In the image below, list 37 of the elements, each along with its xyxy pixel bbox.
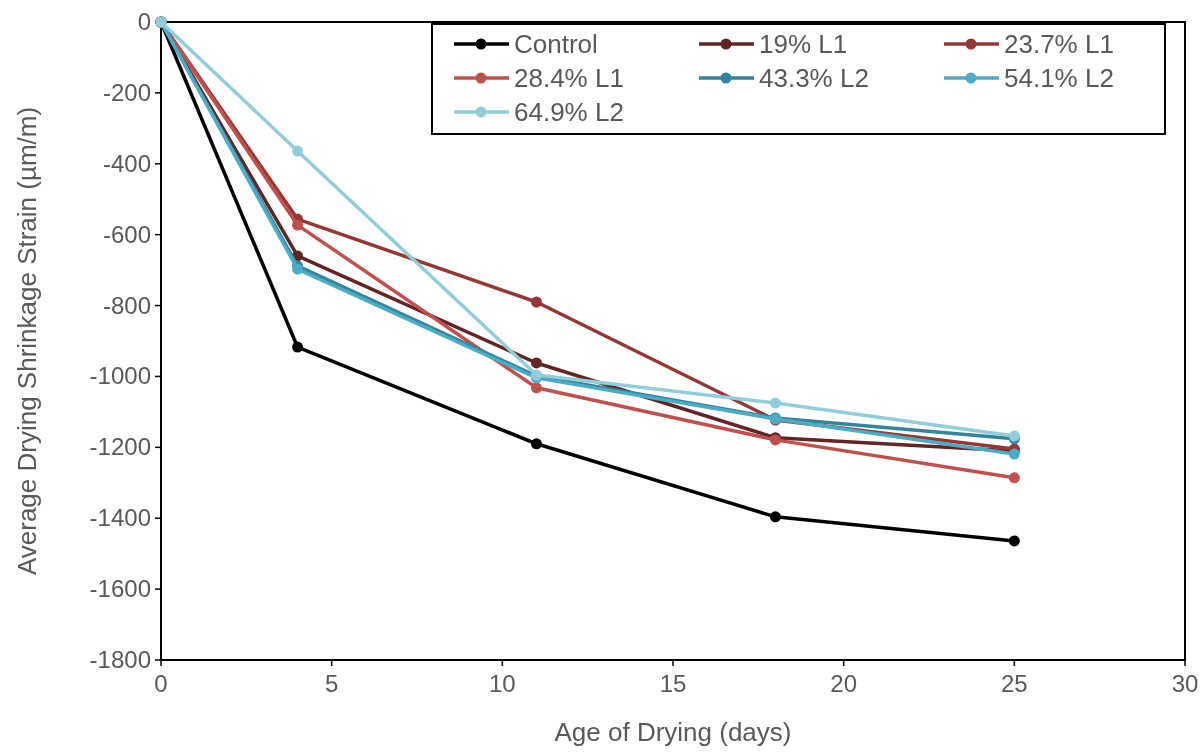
y-tick-label: -200: [102, 78, 151, 106]
legend-label: 43.3% L2: [759, 63, 869, 93]
x-tick-label: 5: [324, 670, 339, 697]
legend-label: 28.4% L1: [514, 63, 624, 93]
legend-label: Control: [514, 29, 598, 59]
point: [530, 438, 542, 450]
x-tick-label: 25: [1000, 670, 1028, 697]
y-axis-title: Average Drying Shrinkage Strain (µm/m): [12, 106, 42, 576]
point: [769, 511, 781, 523]
y-tick-label: -400: [102, 149, 151, 177]
point: [530, 296, 542, 308]
x-tick-label: 10: [488, 670, 516, 697]
y-tick-label: -1400: [89, 504, 151, 532]
point: [292, 341, 304, 353]
y-tick-label: -600: [102, 220, 151, 248]
legend-label: 19% L1: [759, 29, 848, 59]
y-tick-label: 0: [137, 8, 151, 35]
point: [530, 357, 542, 369]
point: [530, 382, 542, 394]
point: [769, 397, 781, 409]
legend-label: 64.9% L2: [514, 97, 624, 127]
point: [292, 219, 304, 231]
legend-label: 23.7% L1: [1004, 29, 1114, 59]
point: [292, 145, 304, 157]
point: [1008, 535, 1020, 547]
y-tick-label: -1800: [89, 646, 151, 673]
point: [1008, 472, 1020, 484]
x-axis-title: Age of Drying (days): [554, 717, 792, 747]
y-tick-label: -1200: [89, 433, 151, 461]
x-tick-label: 30: [1171, 670, 1199, 697]
x-tick-label: 0: [154, 670, 168, 697]
y-tick-label: -800: [102, 291, 151, 319]
y-tick-label: -1600: [89, 575, 151, 603]
x-tick-label: 15: [659, 670, 687, 697]
y-tick-label: -1000: [89, 362, 151, 390]
x-tick-label: 20: [830, 670, 858, 697]
legend-label: 54.1% L2: [1004, 63, 1114, 93]
